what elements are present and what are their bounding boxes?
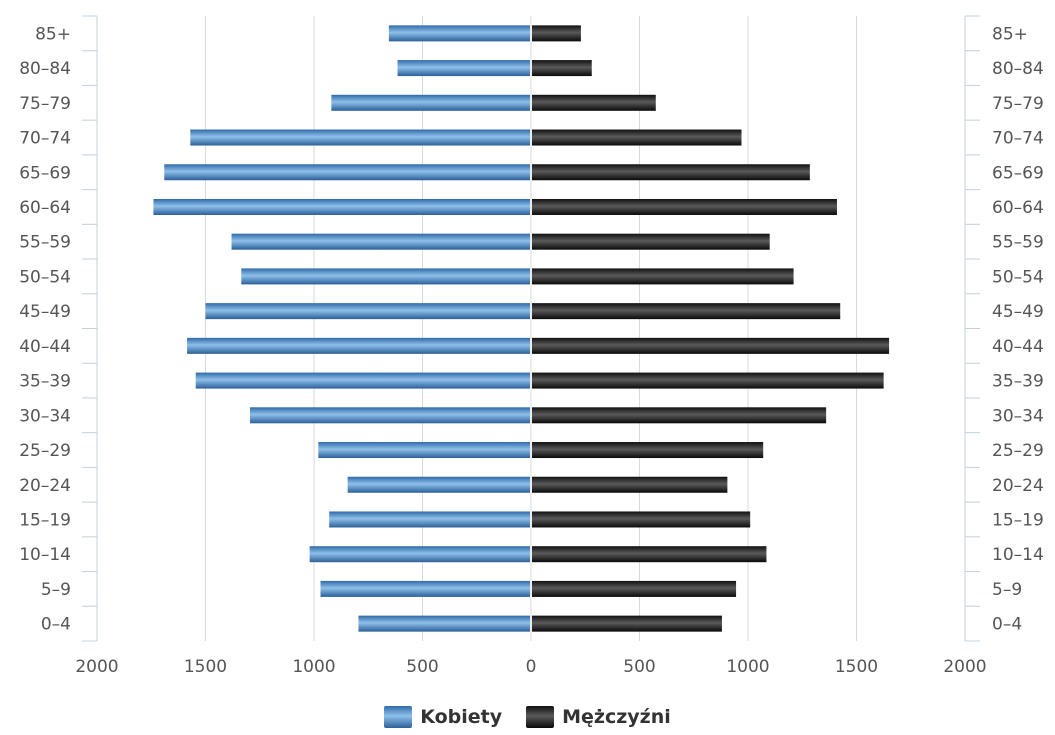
bar-kobiety (309, 546, 530, 563)
bar-mezczyzni (532, 511, 751, 528)
bar-mezczyzni (532, 580, 737, 597)
bar-mezczyzni (532, 303, 841, 320)
bar-mezczyzni (532, 129, 742, 146)
bar-kobiety (195, 372, 531, 389)
x-tick-label: 1500 (184, 657, 227, 677)
bar-kobiety (331, 94, 530, 111)
legend-swatch-mezczyzni (526, 706, 555, 728)
y-tick-label-left: 20–24 (19, 476, 71, 496)
bar-mezczyzni (532, 615, 722, 632)
legend-label: Kobiety (420, 706, 503, 728)
bar-mezczyzni (532, 198, 837, 215)
x-tick-label: 1000 (726, 657, 769, 677)
population-pyramid-chart: 2000 1500 1000 500 0 500 1000 1500 2000 0–4 0–4 5–9… (19, 15, 1044, 677)
y-tick-label-right: 55–59 (992, 233, 1044, 253)
tick-labels: 2000 1500 1000 500 0 500 1000 1500 2000 0–4 0–4 5–9… (19, 24, 1044, 677)
legend-swatch-kobiety (384, 706, 413, 728)
bar-kobiety (347, 476, 530, 493)
bar-kobiety (231, 233, 531, 250)
legend: Kobiety Mężczyźni (0, 706, 1055, 728)
y-tick-label-right: 10–14 (992, 545, 1044, 565)
bar-mezczyzni (532, 268, 794, 285)
y-tick-label-left: 50–54 (19, 267, 71, 287)
y-tick-label-left: 40–44 (19, 337, 71, 357)
y-tick-label-right: 35–39 (992, 372, 1044, 392)
legend-item-mezczyzni[interactable]: Mężczyźni (526, 706, 671, 728)
y-tick-label-right: 70–74 (992, 129, 1044, 149)
x-tick-label: 0 (526, 657, 537, 677)
y-tick-label-right: 5–9 (992, 580, 1022, 600)
y-tick-label-right: 20–24 (992, 476, 1044, 496)
x-tick-label: 500 (406, 657, 438, 677)
y-tick-label-left: 55–59 (19, 233, 71, 253)
bar-kobiety (397, 60, 530, 77)
y-tick-label-right: 80–84 (992, 59, 1044, 79)
x-tick-label: 1000 (292, 657, 335, 677)
bar-mezczyzni (532, 476, 728, 493)
y-tick-label-right: 65–69 (992, 163, 1044, 183)
y-tick-label-left: 80–84 (19, 59, 71, 79)
bar-kobiety (190, 129, 530, 146)
y-tick-label-left: 0–4 (41, 615, 71, 635)
legend-label: Mężczyźni (562, 706, 671, 728)
bar-kobiety (388, 25, 530, 42)
x-tick-label: 2000 (943, 657, 986, 677)
bars (153, 25, 890, 632)
bar-mezczyzni (532, 546, 767, 563)
bar-mezczyzni (532, 337, 890, 354)
y-tick-label-right: 45–49 (992, 302, 1044, 322)
bar-kobiety (153, 198, 531, 215)
bar-mezczyzni (532, 25, 581, 42)
x-tick-label: 1500 (835, 657, 878, 677)
y-tick-label-left: 30–34 (19, 406, 71, 426)
y-tick-label-left: 75–79 (19, 94, 71, 114)
legend-item-kobiety[interactable]: Kobiety (384, 706, 502, 728)
bar-kobiety (187, 337, 530, 354)
bar-kobiety (329, 511, 530, 528)
x-tick-label: 2000 (75, 657, 118, 677)
bar-mezczyzni (532, 60, 592, 77)
bar-mezczyzni (532, 164, 810, 181)
y-tick-label-left: 35–39 (19, 372, 71, 392)
y-tick-label-right: 40–44 (992, 337, 1044, 357)
axes (82, 15, 980, 642)
bar-kobiety (318, 442, 530, 459)
y-tick-label-left: 60–64 (19, 198, 71, 218)
bar-kobiety (241, 268, 530, 285)
y-tick-label-left: 45–49 (19, 302, 71, 322)
bar-kobiety (164, 164, 530, 181)
y-tick-label-left: 65–69 (19, 163, 71, 183)
grid-lines (205, 16, 857, 641)
y-tick-label-right: 50–54 (992, 267, 1044, 287)
x-tick-label: 500 (623, 657, 655, 677)
bar-mezczyzni (532, 372, 884, 389)
bar-kobiety (249, 407, 531, 424)
y-tick-label-right: 85+ (992, 24, 1028, 44)
bar-mezczyzni (532, 233, 770, 250)
bar-kobiety (205, 303, 530, 320)
y-tick-label-left: 70–74 (19, 129, 71, 149)
y-tick-label-left: 15–19 (19, 510, 71, 530)
y-tick-label-right: 75–79 (992, 94, 1044, 114)
y-tick-label-left: 85+ (35, 24, 71, 44)
bar-mezczyzni (532, 407, 827, 424)
y-tick-label-left: 5–9 (41, 580, 71, 600)
y-tick-label-right: 30–34 (992, 406, 1044, 426)
y-tick-label-right: 25–29 (992, 441, 1044, 461)
y-tick-label-left: 25–29 (19, 441, 71, 461)
y-tick-label-right: 60–64 (992, 198, 1044, 218)
bar-mezczyzni (532, 94, 656, 111)
bar-mezczyzni (532, 442, 764, 459)
bar-kobiety (358, 615, 530, 632)
bar-kobiety (320, 580, 530, 597)
y-tick-label-left: 10–14 (19, 545, 71, 565)
y-tick-label-right: 15–19 (992, 510, 1044, 530)
y-tick-label-right: 0–4 (992, 615, 1022, 635)
